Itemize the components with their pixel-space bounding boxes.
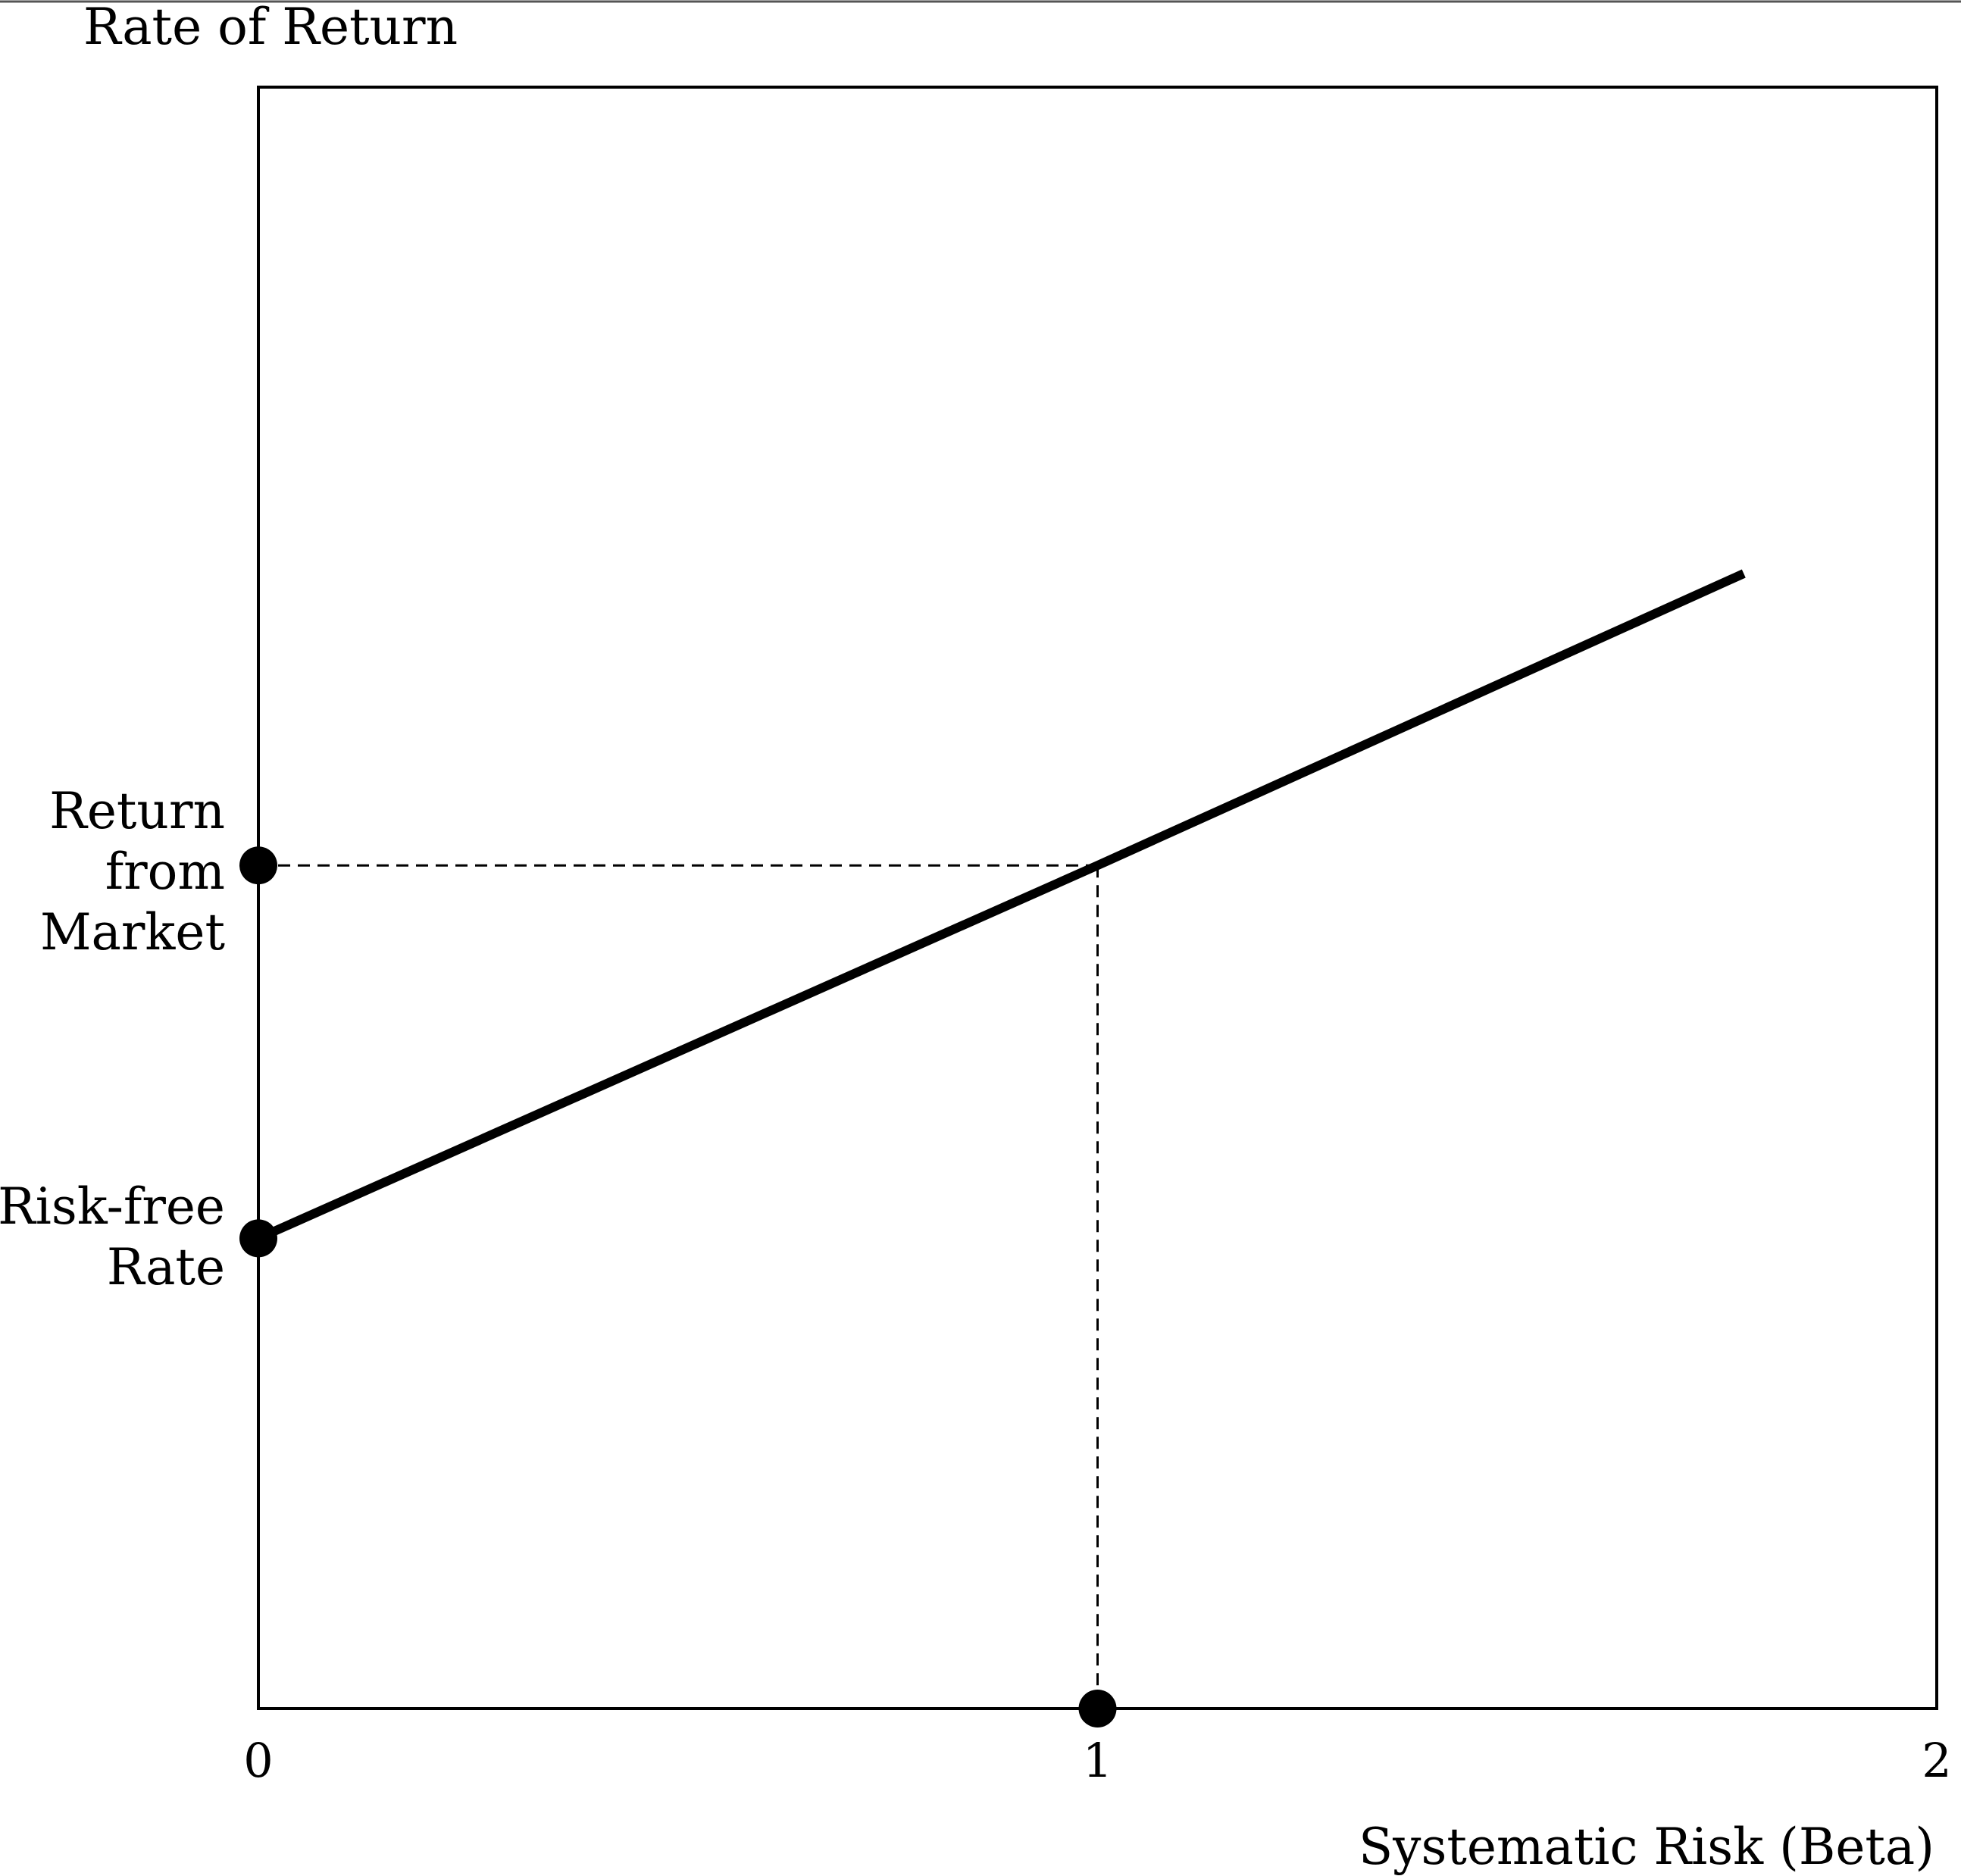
marker-layer	[239, 846, 1117, 1727]
riskfree-label-line-1: Risk-free	[0, 1177, 225, 1236]
point-marker-0	[239, 1219, 277, 1258]
x-axis-title: Systematic Risk (Beta)	[1359, 1818, 1934, 1876]
point-marker-1	[239, 846, 277, 885]
series-layer	[256, 569, 1746, 1243]
reference-lines	[258, 864, 1099, 1709]
x-tick-labels: 0 1 2	[243, 1733, 1951, 1788]
x-tick-label-0: 0	[243, 1733, 273, 1788]
riskfree-label-line-2: Rate	[107, 1238, 225, 1296]
y-axis-title: Rate of Return	[83, 0, 458, 56]
security-market-line	[256, 569, 1746, 1243]
point-marker-2	[1078, 1690, 1117, 1727]
x-tick-label-1: 1	[1083, 1733, 1112, 1788]
market-label-line-2: from	[105, 843, 225, 901]
market-label-line-1: Return	[49, 782, 225, 840]
x-tick-label-2: 2	[1922, 1733, 1951, 1788]
market-label-line-3: Market	[40, 903, 225, 961]
